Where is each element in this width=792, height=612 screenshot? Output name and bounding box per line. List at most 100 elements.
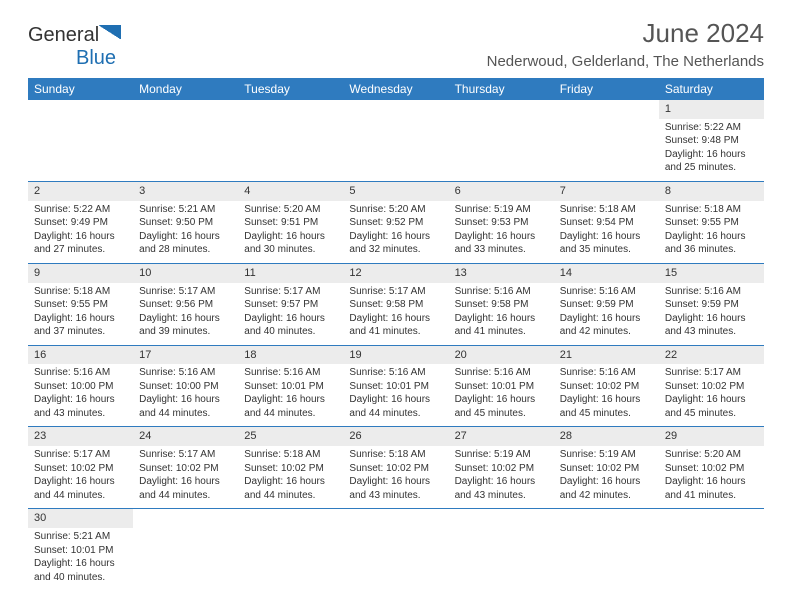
day-number: 19 <box>343 346 448 365</box>
day-cell: Sunrise: 5:18 AMSunset: 10:02 PMDaylight… <box>343 446 448 509</box>
day-number: 16 <box>28 346 133 365</box>
daylight-line: Daylight: 16 hours and 43 minutes. <box>665 312 758 339</box>
day-number: 12 <box>343 264 448 283</box>
empty-cell <box>449 119 554 182</box>
sunset-line: Sunset: 10:02 PM <box>244 462 337 476</box>
daylight-line: Daylight: 16 hours and 44 minutes. <box>244 393 337 420</box>
sunset-line: Sunset: 10:02 PM <box>349 462 442 476</box>
empty-cell <box>28 100 133 119</box>
empty-cell <box>343 528 448 590</box>
day-number: 10 <box>133 264 238 283</box>
sunset-line: Sunset: 9:54 PM <box>560 216 653 230</box>
empty-cell <box>449 100 554 119</box>
day-cell: Sunrise: 5:16 AMSunset: 10:00 PMDaylight… <box>133 364 238 427</box>
weekday-header-row: SundayMondayTuesdayWednesdayThursdayFrid… <box>28 78 764 100</box>
empty-cell <box>554 100 659 119</box>
sunset-line: Sunset: 10:00 PM <box>139 380 232 394</box>
weekday-header: Saturday <box>659 78 764 100</box>
day-number: 6 <box>449 182 554 201</box>
empty-cell <box>133 119 238 182</box>
daylight-line: Daylight: 16 hours and 45 minutes. <box>665 393 758 420</box>
sunset-line: Sunset: 10:02 PM <box>139 462 232 476</box>
daylight-line: Daylight: 16 hours and 39 minutes. <box>139 312 232 339</box>
empty-cell <box>659 528 764 590</box>
sunset-line: Sunset: 10:01 PM <box>349 380 442 394</box>
flag-icon <box>99 25 121 39</box>
day-number: 20 <box>449 346 554 365</box>
day-number: 17 <box>133 346 238 365</box>
day-cell: Sunrise: 5:20 AMSunset: 10:02 PMDaylight… <box>659 446 764 509</box>
sunrise-line: Sunrise: 5:16 AM <box>244 366 337 380</box>
empty-cell <box>238 100 343 119</box>
sunset-line: Sunset: 9:50 PM <box>139 216 232 230</box>
sunrise-line: Sunrise: 5:16 AM <box>34 366 127 380</box>
sunset-line: Sunset: 9:57 PM <box>244 298 337 312</box>
day-data-row: Sunrise: 5:17 AMSunset: 10:02 PMDaylight… <box>28 446 764 509</box>
sunrise-line: Sunrise: 5:18 AM <box>34 285 127 299</box>
daylight-line: Daylight: 16 hours and 44 minutes. <box>139 475 232 502</box>
daylight-line: Daylight: 16 hours and 41 minutes. <box>455 312 548 339</box>
daynum-row: 1 <box>28 100 764 119</box>
daynum-row: 23242526272829 <box>28 427 764 446</box>
sunrise-line: Sunrise: 5:20 AM <box>349 203 442 217</box>
weekday-header: Thursday <box>449 78 554 100</box>
daylight-line: Daylight: 16 hours and 33 minutes. <box>455 230 548 257</box>
sunrise-line: Sunrise: 5:22 AM <box>665 121 758 135</box>
sunset-line: Sunset: 9:55 PM <box>34 298 127 312</box>
day-cell: Sunrise: 5:16 AMSunset: 10:00 PMDaylight… <box>28 364 133 427</box>
sunrise-line: Sunrise: 5:17 AM <box>665 366 758 380</box>
day-cell: Sunrise: 5:19 AMSunset: 9:53 PMDaylight:… <box>449 201 554 264</box>
day-number: 8 <box>659 182 764 201</box>
brand-text: General Blue <box>28 24 121 70</box>
sunrise-line: Sunrise: 5:16 AM <box>560 285 653 299</box>
daylight-line: Daylight: 16 hours and 40 minutes. <box>34 557 127 584</box>
sunrise-line: Sunrise: 5:17 AM <box>34 448 127 462</box>
sunrise-line: Sunrise: 5:19 AM <box>560 448 653 462</box>
day-number: 30 <box>28 509 133 528</box>
daylight-line: Daylight: 16 hours and 28 minutes. <box>139 230 232 257</box>
sunset-line: Sunset: 9:51 PM <box>244 216 337 230</box>
day-number: 28 <box>554 427 659 446</box>
day-cell: Sunrise: 5:21 AMSunset: 9:50 PMDaylight:… <box>133 201 238 264</box>
empty-cell <box>238 528 343 590</box>
daylight-line: Daylight: 16 hours and 45 minutes. <box>455 393 548 420</box>
day-number: 18 <box>238 346 343 365</box>
sunrise-line: Sunrise: 5:17 AM <box>139 285 232 299</box>
sunset-line: Sunset: 10:02 PM <box>665 462 758 476</box>
daylight-line: Daylight: 16 hours and 36 minutes. <box>665 230 758 257</box>
day-number: 23 <box>28 427 133 446</box>
empty-cell <box>133 509 238 528</box>
daylight-line: Daylight: 16 hours and 27 minutes. <box>34 230 127 257</box>
sunset-line: Sunset: 10:00 PM <box>34 380 127 394</box>
day-cell: Sunrise: 5:20 AMSunset: 9:52 PMDaylight:… <box>343 201 448 264</box>
day-cell: Sunrise: 5:16 AMSunset: 9:59 PMDaylight:… <box>554 283 659 346</box>
sunrise-line: Sunrise: 5:18 AM <box>244 448 337 462</box>
day-number: 14 <box>554 264 659 283</box>
daylight-line: Daylight: 16 hours and 41 minutes. <box>665 475 758 502</box>
location-text: Nederwoud, Gelderland, The Netherlands <box>487 53 764 70</box>
day-number: 11 <box>238 264 343 283</box>
day-cell: Sunrise: 5:18 AMSunset: 10:02 PMDaylight… <box>238 446 343 509</box>
sunset-line: Sunset: 10:02 PM <box>665 380 758 394</box>
day-cell: Sunrise: 5:17 AMSunset: 9:57 PMDaylight:… <box>238 283 343 346</box>
day-number: 4 <box>238 182 343 201</box>
sunrise-line: Sunrise: 5:18 AM <box>560 203 653 217</box>
sunrise-line: Sunrise: 5:16 AM <box>455 366 548 380</box>
sunset-line: Sunset: 9:58 PM <box>455 298 548 312</box>
day-number: 1 <box>659 100 764 119</box>
daynum-row: 2345678 <box>28 182 764 201</box>
day-cell: Sunrise: 5:22 AMSunset: 9:48 PMDaylight:… <box>659 119 764 182</box>
brand-word1: General <box>28 24 99 46</box>
day-cell: Sunrise: 5:17 AMSunset: 9:58 PMDaylight:… <box>343 283 448 346</box>
daylight-line: Daylight: 16 hours and 44 minutes. <box>34 475 127 502</box>
sunrise-line: Sunrise: 5:20 AM <box>665 448 758 462</box>
day-cell: Sunrise: 5:16 AMSunset: 10:01 PMDaylight… <box>343 364 448 427</box>
day-data-row: Sunrise: 5:22 AMSunset: 9:49 PMDaylight:… <box>28 201 764 264</box>
day-cell: Sunrise: 5:20 AMSunset: 9:51 PMDaylight:… <box>238 201 343 264</box>
daylight-line: Daylight: 16 hours and 44 minutes. <box>349 393 442 420</box>
sunset-line: Sunset: 9:56 PM <box>139 298 232 312</box>
empty-cell <box>554 509 659 528</box>
empty-cell <box>343 100 448 119</box>
daynum-row: 9101112131415 <box>28 264 764 283</box>
day-cell: Sunrise: 5:16 AMSunset: 10:02 PMDaylight… <box>554 364 659 427</box>
